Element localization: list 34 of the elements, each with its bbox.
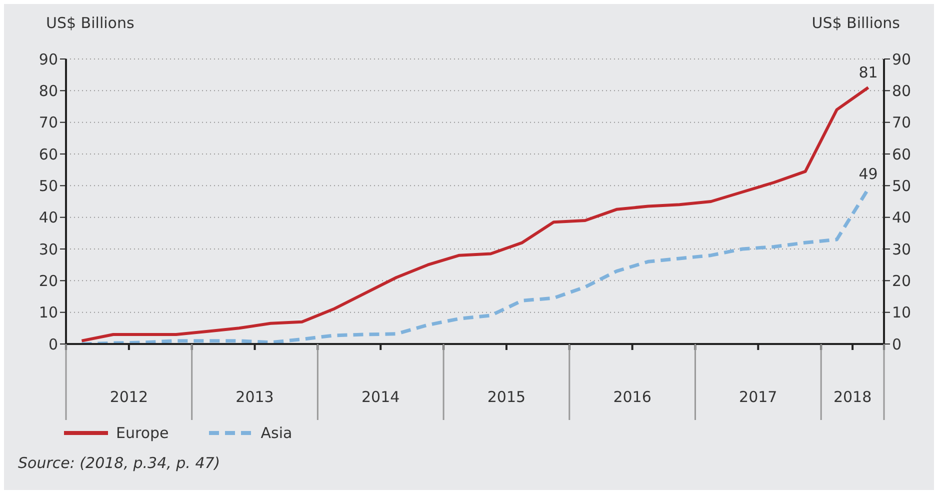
x-tick-label: 2014 — [362, 388, 400, 406]
x-tick-label: 2015 — [487, 388, 526, 406]
x-tick-label: 2013 — [236, 388, 274, 406]
data-label: 81 — [858, 64, 878, 82]
y-tick-label: 40 — [38, 208, 58, 227]
y-tick-label: 30 — [38, 240, 58, 258]
y-tick-label: 50 — [38, 176, 58, 195]
y2-tick-label: 70 — [892, 114, 912, 132]
y2-tick-label: 0 — [892, 335, 902, 354]
x-tick-label: 2017 — [739, 388, 778, 406]
y-tick-label: 70 — [38, 114, 58, 132]
y-tick-label: 0 — [48, 335, 58, 354]
legend-label: Asia — [260, 424, 292, 442]
y2-tick-label: 90 — [892, 50, 912, 68]
y2-tick-label: 10 — [892, 304, 912, 322]
y-tick-label: 20 — [38, 272, 58, 290]
y-axis-title: US$ Billions — [46, 14, 134, 32]
x-tick-label: 2018 — [833, 388, 872, 406]
x-tick-label: 2012 — [110, 388, 148, 406]
y2-tick-label: 50 — [892, 176, 912, 195]
y2-tick-label: 60 — [892, 145, 912, 164]
y2-tick-label: 40 — [892, 208, 912, 227]
x-tick-label: 2016 — [613, 388, 652, 406]
legend-label: Europe — [116, 424, 169, 442]
y-tick-label: 80 — [38, 82, 58, 100]
y-tick-label: 10 — [38, 304, 58, 322]
y2-axis-title: US$ Billions — [812, 14, 900, 32]
y-tick-label: 90 — [38, 50, 58, 68]
data-label: 49 — [858, 164, 878, 183]
y2-tick-label: 80 — [892, 82, 912, 100]
y-tick-label: 60 — [38, 145, 58, 164]
y2-tick-label: 20 — [892, 272, 912, 290]
source-note: Source: (2018, p.34, p. 47) — [18, 454, 222, 472]
y2-tick-label: 30 — [892, 240, 912, 258]
